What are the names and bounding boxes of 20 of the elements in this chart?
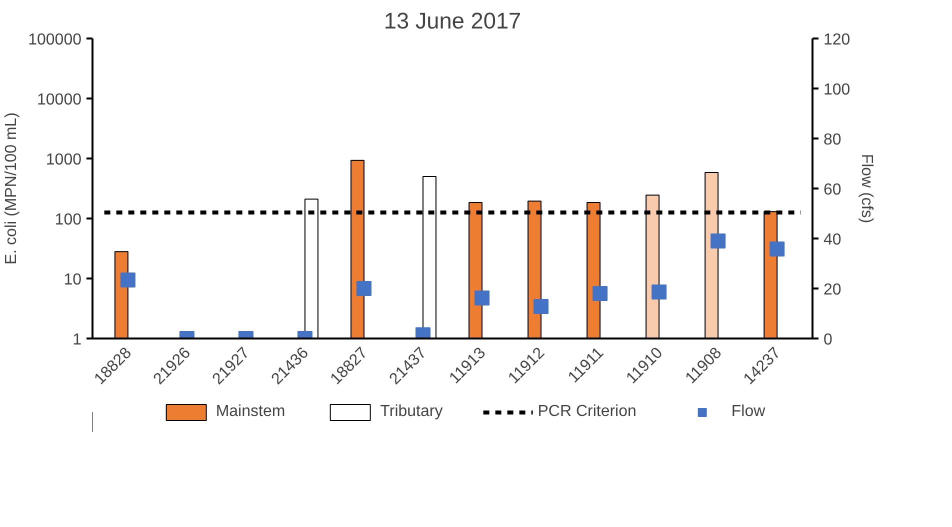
chart-title: 13 June 2017 [384, 8, 522, 34]
y-tick-label: 1 [72, 332, 82, 348]
y2-tick-label: 120 [824, 32, 850, 48]
y2-tick-label: 20 [824, 282, 842, 298]
y-tick-label: 100 [54, 212, 82, 228]
legend-label: PCR Criterion [538, 403, 636, 421]
legend-label: Flow [731, 403, 766, 421]
y2-tick-label: 100 [824, 82, 850, 98]
y2-tick-label: 0 [824, 332, 832, 348]
y-tick-label: 10000 [37, 92, 82, 108]
y-tick-label: 100000 [28, 32, 82, 48]
legend-label: Tributary [380, 403, 443, 421]
y2-tick-label: 40 [824, 232, 842, 248]
y2-tick-label: 60 [824, 182, 842, 198]
y-axis-title: E. coli (MPN/100 mL) [3, 112, 20, 265]
y-tick-label: 10 [64, 272, 82, 288]
y2-axis-title: Flow (cfs) [858, 154, 876, 224]
legend-label: Mainstem [216, 403, 286, 421]
y-tick-label: 1000 [46, 152, 82, 168]
y2-tick-label: 80 [824, 132, 842, 148]
